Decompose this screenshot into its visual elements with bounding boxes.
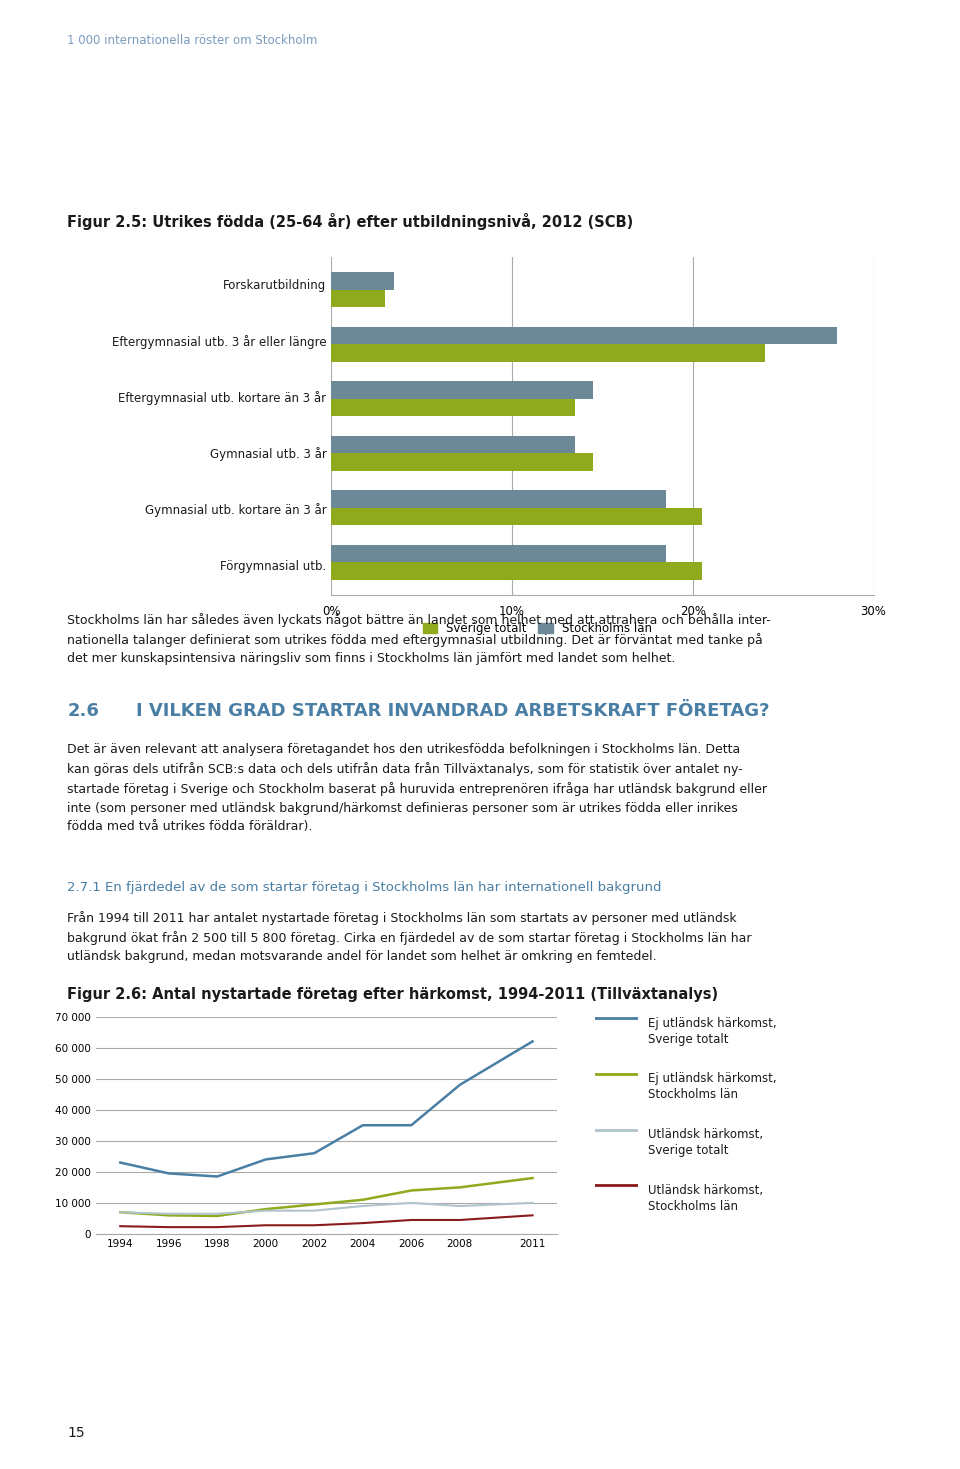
Text: Utländsk härkomst,
Stockholms län: Utländsk härkomst, Stockholms län — [648, 1184, 763, 1213]
Text: Utländsk härkomst,
Sverige totalt: Utländsk härkomst, Sverige totalt — [648, 1128, 763, 1158]
Text: Förgymnasial utb.: Förgymnasial utb. — [220, 560, 326, 573]
Text: Från 1994 till 2011 har antalet nystartade företag i Stockholms län som startats: Från 1994 till 2011 har antalet nystarta… — [67, 911, 752, 964]
Bar — [331, 328, 837, 344]
Bar — [331, 454, 593, 470]
Text: Eftergymnasial utb. 3 år eller längre: Eftergymnasial utb. 3 år eller längre — [111, 335, 326, 348]
Bar — [331, 289, 385, 307]
Bar — [331, 436, 575, 454]
Text: Ej utländsk härkomst,
Stockholms län: Ej utländsk härkomst, Stockholms län — [648, 1072, 777, 1102]
Bar — [331, 545, 665, 563]
Bar — [331, 382, 593, 398]
Text: Gymnasial utb. 3 år: Gymnasial utb. 3 år — [209, 447, 326, 461]
Text: 15: 15 — [67, 1425, 84, 1440]
Bar — [331, 344, 765, 361]
Bar — [331, 398, 575, 416]
Text: Stockholms län har således även lyckats något bättre än landet som helhet med at: Stockholms län har således även lyckats … — [67, 613, 771, 665]
Text: Forskarutbildning: Forskarutbildning — [223, 279, 326, 292]
Text: Det är även relevant att analysera företagandet hos den utrikesfödda befolkninge: Det är även relevant att analysera föret… — [67, 743, 767, 833]
Text: 1 000 internationella röster om Stockholm: 1 000 internationella röster om Stockhol… — [67, 34, 318, 47]
Text: Figur 2.5: Utrikes födda (25-64 år) efter utbildningsnivå, 2012 (SCB): Figur 2.5: Utrikes födda (25-64 år) efte… — [67, 213, 634, 231]
Text: Gymnasial utb. kortare än 3 år: Gymnasial utb. kortare än 3 år — [145, 504, 326, 517]
Text: Figur 2.6: Antal nystartade företag efter härkomst, 1994-2011 (Tillväxtanalys): Figur 2.6: Antal nystartade företag efte… — [67, 987, 718, 1002]
Text: I VILKEN GRAD STARTAR INVANDRAD ARBETSKRAFT FÖRETAG?: I VILKEN GRAD STARTAR INVANDRAD ARBETSKR… — [136, 702, 770, 720]
Text: 2.6: 2.6 — [67, 702, 99, 720]
Text: Eftergymnasial utb. kortare än 3 år: Eftergymnasial utb. kortare än 3 år — [118, 391, 326, 405]
Text: Ej utländsk härkomst,
Sverige totalt: Ej utländsk härkomst, Sverige totalt — [648, 1017, 777, 1046]
Bar — [331, 508, 702, 524]
Bar — [331, 563, 702, 580]
Bar — [331, 272, 395, 289]
Text: 2.7.1 En fjärdedel av de som startar företag i Stockholms län har internationell: 2.7.1 En fjärdedel av de som startar för… — [67, 881, 661, 895]
Bar — [331, 491, 665, 508]
Legend: Sverige totalt, Stockholms län: Sverige totalt, Stockholms län — [418, 617, 657, 639]
